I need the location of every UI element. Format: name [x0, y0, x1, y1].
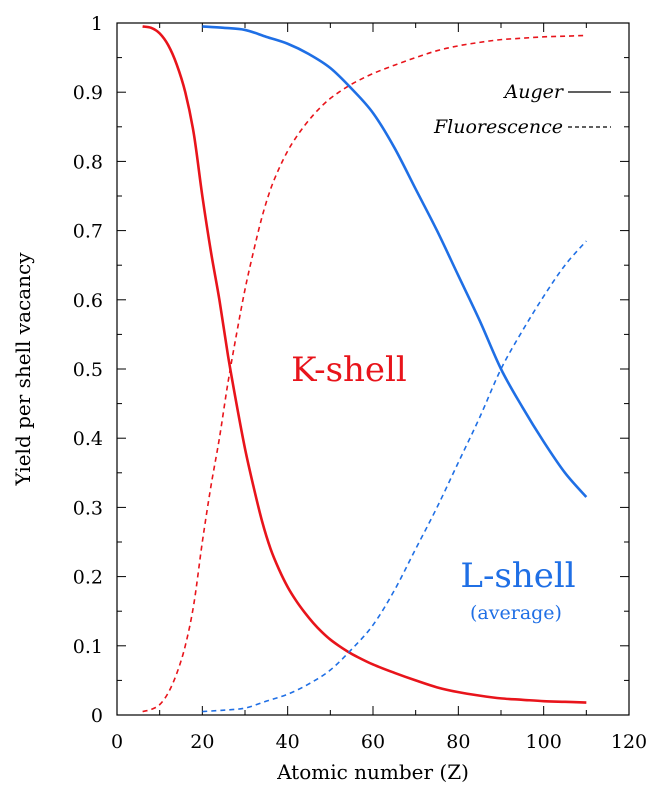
- y-tick-label: 0.5: [73, 359, 103, 381]
- y-axis-label: Yield per shell vacancy: [11, 252, 35, 487]
- y-tick-label: 0.7: [73, 221, 103, 243]
- k-shell-fluorescence-line: [142, 34, 587, 713]
- annotation-k-shell: K-shell: [291, 350, 407, 390]
- legend-entry-fluorescence-label: Fluorescence: [433, 116, 563, 138]
- legend: Auger Fluorescence: [433, 81, 611, 138]
- l-shell-fluorescence-line: [202, 240, 587, 713]
- y-tick-label: 0.1: [73, 636, 103, 658]
- x-tick-label: 80: [446, 731, 470, 753]
- x-tick-label: 20: [190, 731, 214, 753]
- y-tick-label: 0.6: [73, 290, 103, 312]
- y-tick-label: 0.8: [73, 151, 103, 173]
- x-tick-label: 60: [361, 731, 385, 753]
- y-tick-label: 0.4: [73, 428, 103, 450]
- x-tick-label: 120: [611, 731, 647, 753]
- x-tick-label: 0: [111, 731, 123, 753]
- legend-entry-auger-label: Auger: [503, 81, 565, 103]
- series-layer: [142, 25, 588, 713]
- y-tick-label: 0.3: [73, 497, 103, 519]
- y-tick-label: 0: [91, 705, 103, 727]
- x-tick-label: 100: [526, 731, 562, 753]
- annotation-l-shell: L-shell: [460, 556, 575, 596]
- y-tick-label: 0.2: [73, 567, 103, 589]
- y-tick-label: 1: [91, 13, 103, 35]
- y-tick-label: 0.9: [73, 82, 103, 104]
- x-tick-label: 40: [276, 731, 300, 753]
- x-axis-label: Atomic number (Z): [276, 760, 469, 784]
- l-shell-auger-line: [202, 25, 588, 498]
- k-shell-auger-line: [142, 25, 587, 704]
- axis-ticks: 0 20 40 60 80 100 120 0 0.1 0.2 0.3 0.4 0.5 0.6 0.7 0.8…: [73, 13, 647, 753]
- annotation-l-shell-average: (average): [470, 602, 562, 624]
